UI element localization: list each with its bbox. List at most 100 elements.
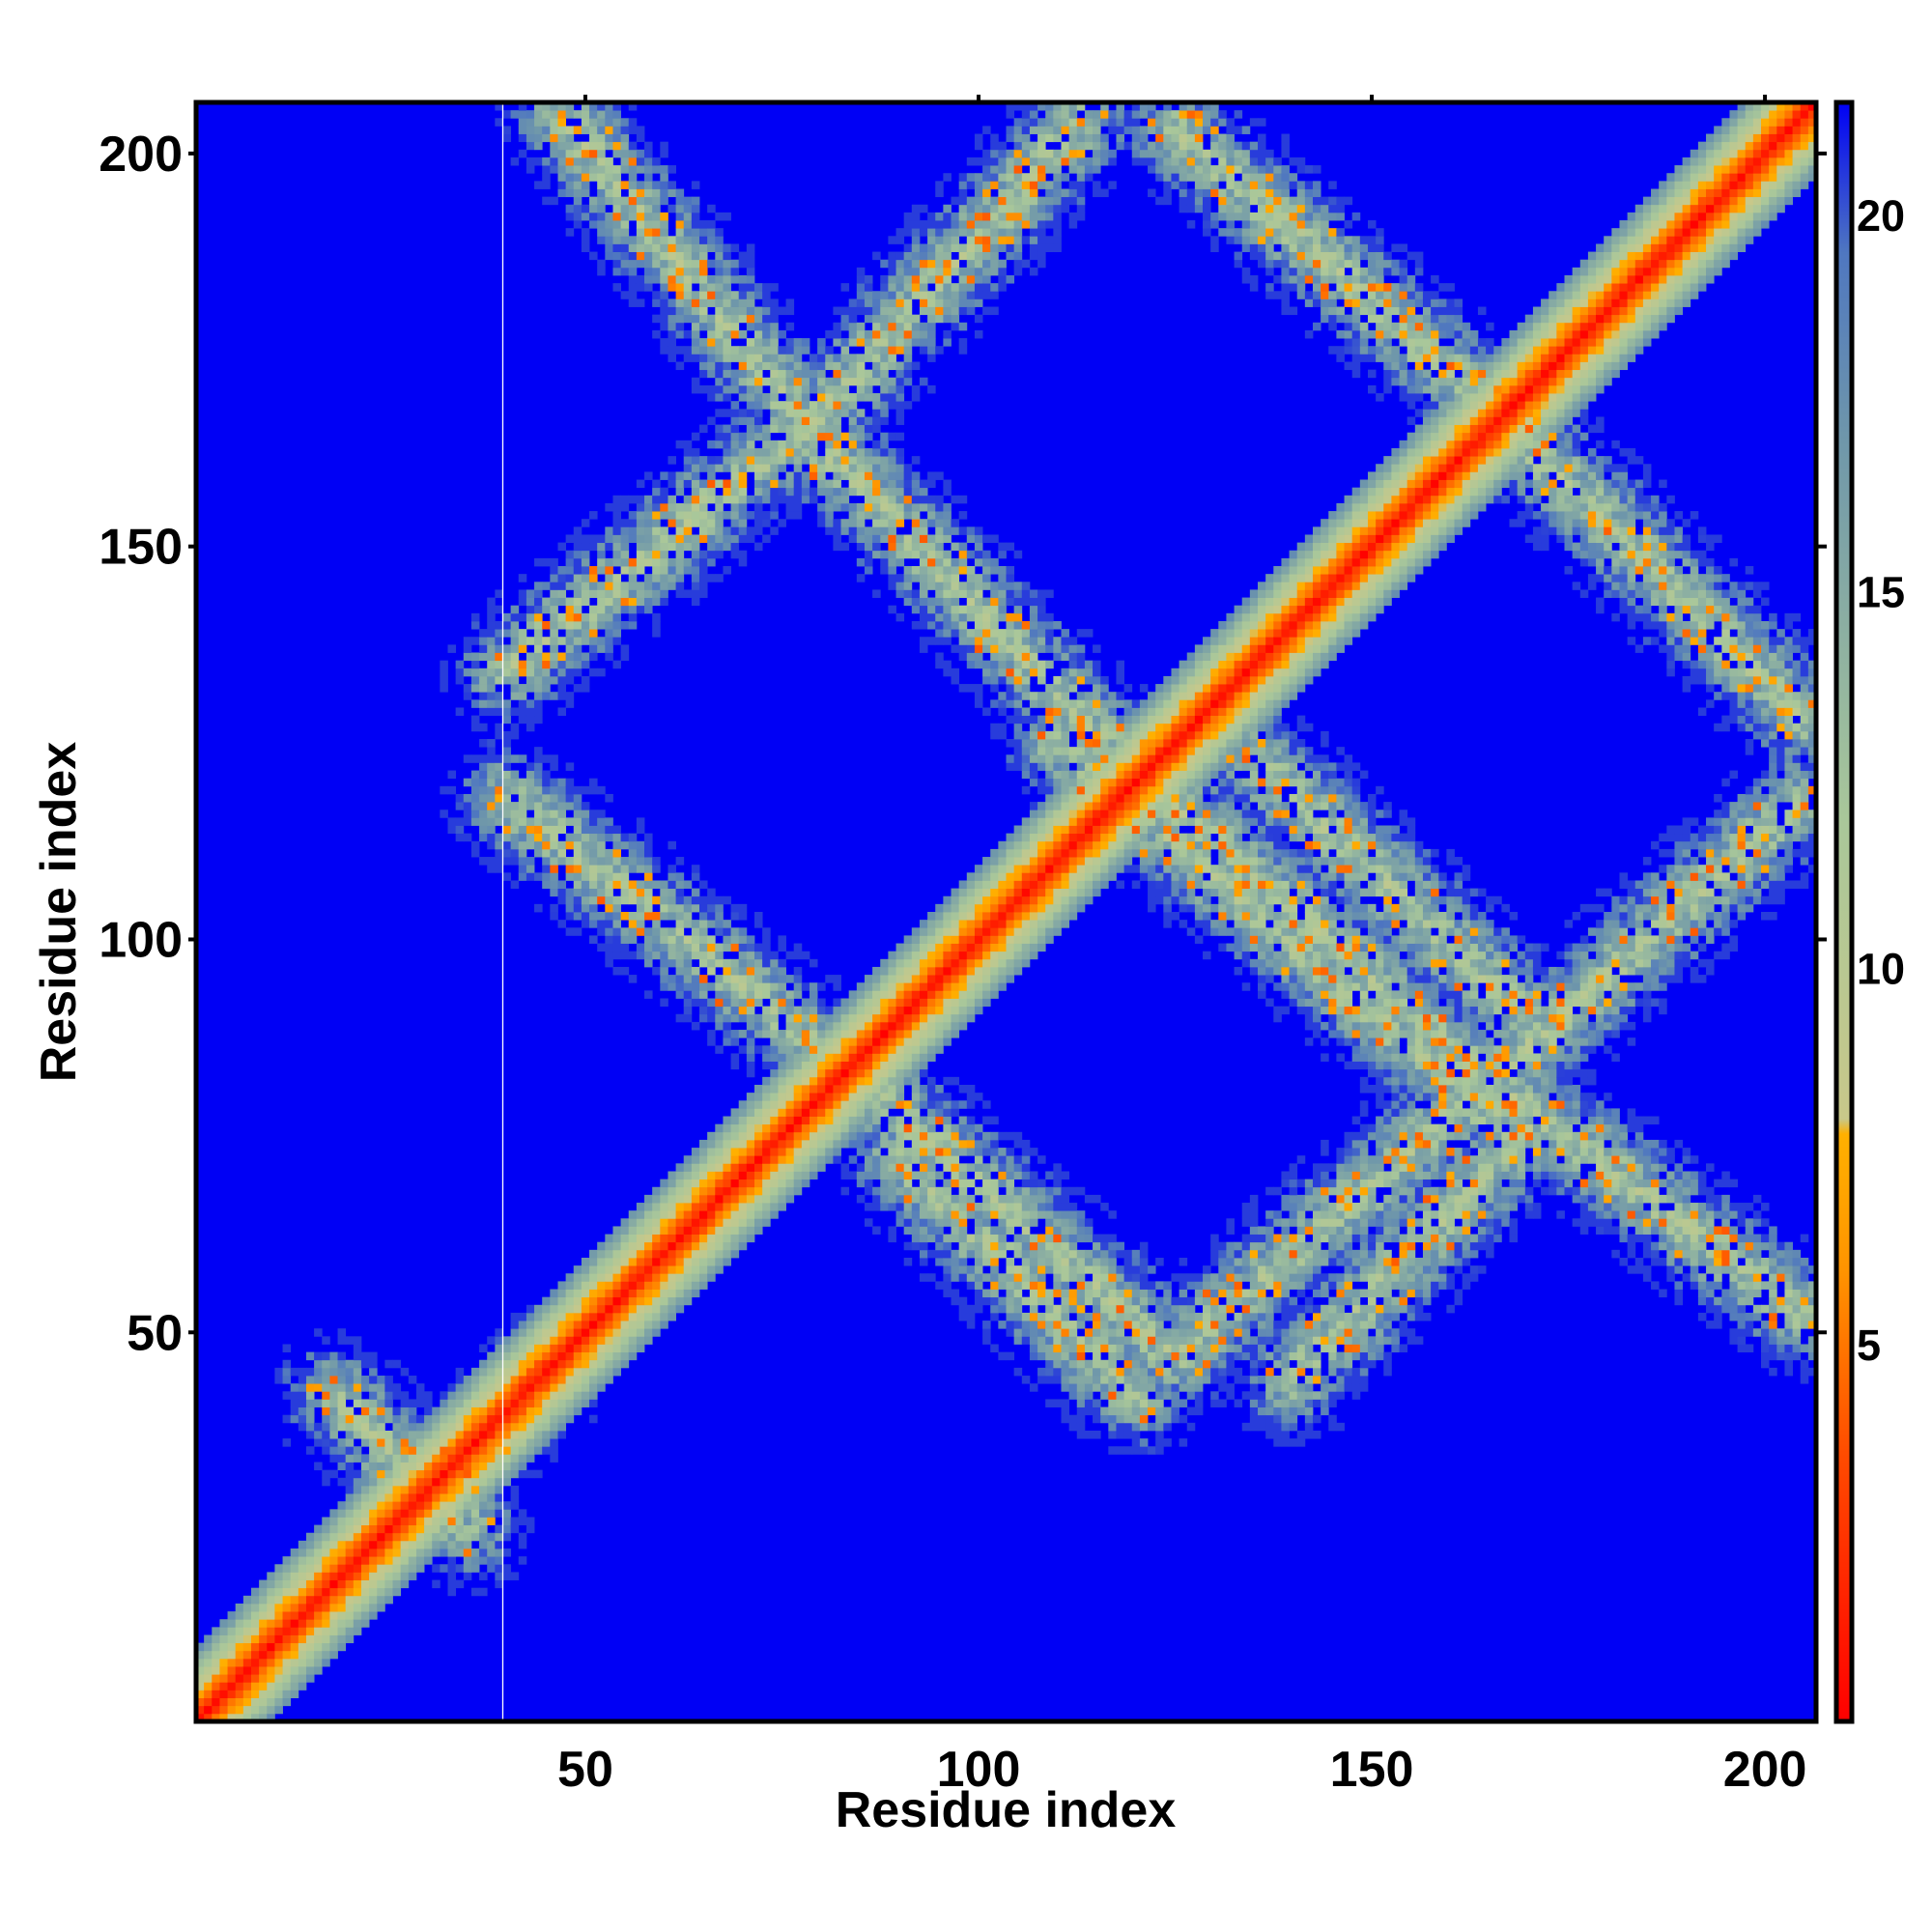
heatmap-cell [628, 880, 638, 889]
heatmap-cell [565, 212, 575, 221]
heatmap-cell [282, 1658, 292, 1667]
heatmap-cell [927, 479, 936, 489]
heatmap-cell [888, 495, 896, 504]
heatmap-cell [675, 212, 685, 221]
heatmap-cell [415, 1422, 425, 1432]
heatmap-cell [911, 1241, 921, 1251]
heatmap-cell [518, 1446, 527, 1455]
heatmap-cell [345, 1438, 355, 1447]
heatmap-cell [479, 1446, 488, 1455]
heatmap-cell [785, 346, 795, 355]
heatmap-cell [840, 361, 850, 371]
heatmap-cell [644, 534, 653, 544]
heatmap-cell [510, 1438, 520, 1447]
heatmap-cell [715, 502, 724, 512]
heatmap-cell [377, 1564, 385, 1573]
heatmap-cell [589, 196, 598, 206]
heatmap-cell [927, 958, 936, 968]
heatmap-cell [935, 1226, 944, 1235]
heatmap-cell [463, 810, 472, 818]
heatmap-cell [526, 605, 535, 614]
heatmap-cell [864, 291, 873, 299]
heatmap-cell [589, 165, 598, 174]
heatmap-cell [856, 1171, 866, 1180]
heatmap-cell [636, 259, 645, 269]
heatmap-cell [856, 998, 866, 1008]
heatmap-cell [951, 1006, 960, 1015]
heatmap-cell [762, 1021, 771, 1031]
heatmap-cell [660, 951, 668, 960]
heatmap-cell [345, 1391, 355, 1400]
heatmap-cell [668, 1281, 676, 1290]
heatmap-cell [337, 1438, 347, 1447]
heatmap-cell [581, 785, 590, 795]
heatmap-cell [903, 354, 913, 362]
heatmap-cell [738, 1116, 748, 1125]
heatmap-cell [440, 810, 448, 818]
heatmap-cell [691, 982, 700, 991]
heatmap-cell [785, 502, 795, 512]
heatmap-cell [872, 1093, 881, 1101]
heatmap-cell [903, 346, 913, 355]
heatmap-cell [715, 1179, 724, 1188]
heatmap-cell [746, 943, 755, 952]
heatmap-cell [707, 1249, 716, 1259]
heatmap-cell [927, 471, 936, 480]
heatmap-cell [526, 770, 535, 780]
heatmap-cell [966, 1210, 976, 1219]
heatmap-cell [762, 338, 771, 347]
heatmap-cell [723, 1203, 731, 1211]
heatmap-cell [888, 283, 896, 292]
heatmap-cell [935, 1131, 944, 1141]
heatmap-cell [825, 1116, 834, 1125]
heatmap-cell [573, 534, 582, 544]
heatmap-cell [597, 259, 606, 269]
heatmap-cell [762, 322, 771, 331]
heatmap-cell [360, 1524, 370, 1534]
heatmap-cell [329, 1627, 338, 1635]
heatmap-cell [573, 1304, 582, 1314]
heatmap-cell [785, 338, 795, 347]
heatmap-cell [691, 479, 700, 489]
heatmap-cell [565, 126, 575, 134]
heatmap-cell [966, 1304, 976, 1314]
heatmap-cell [470, 1399, 480, 1407]
heatmap-cell [668, 236, 676, 244]
heatmap-cell [864, 1186, 873, 1196]
heatmap-cell [542, 126, 551, 134]
heatmap-cell [864, 1139, 873, 1149]
heatmap-cell [691, 597, 700, 607]
heatmap-cell [840, 1037, 850, 1046]
heatmap-cell [880, 1013, 889, 1023]
heatmap-cell [770, 1006, 779, 1015]
heatmap-cell [518, 848, 527, 858]
heatmap-cell [793, 377, 803, 386]
heatmap-cell [384, 1414, 393, 1424]
heatmap-cell [502, 754, 512, 763]
heatmap-cell [770, 338, 779, 347]
heatmap-cell [487, 1446, 496, 1455]
heatmap-cell [919, 1257, 928, 1266]
heatmap-cell [557, 810, 567, 818]
heatmap-cell [250, 1627, 260, 1635]
heatmap-cell [250, 1705, 260, 1715]
heatmap-cell [573, 652, 582, 662]
heatmap-cell [958, 1139, 968, 1149]
heatmap-cell [526, 1359, 535, 1369]
heatmap-cell [660, 1234, 668, 1243]
heatmap-cell [888, 542, 896, 552]
heatmap-cell [470, 620, 480, 630]
heatmap-cell [943, 943, 952, 952]
heatmap-cell [809, 487, 818, 497]
heatmap-cell [770, 1194, 779, 1204]
heatmap-cell [683, 298, 693, 307]
heatmap-cell [911, 975, 921, 983]
heatmap-cell [557, 110, 567, 119]
heatmap-cell [644, 511, 653, 520]
heatmap-cell [557, 1351, 567, 1361]
heatmap-cell [550, 141, 558, 151]
heatmap-cell [809, 1076, 818, 1086]
heatmap-cell [754, 346, 763, 355]
heatmap-cell [864, 338, 873, 347]
heatmap-cell [683, 880, 693, 889]
